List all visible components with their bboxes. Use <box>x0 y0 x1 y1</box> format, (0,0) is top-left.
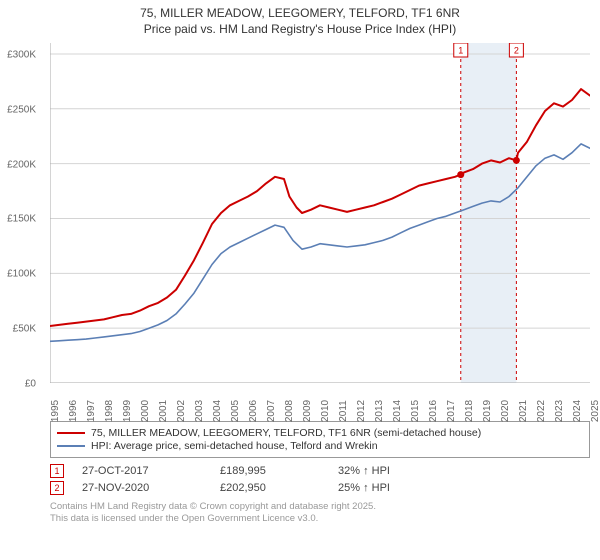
x-tick-label: 2012 <box>356 400 367 422</box>
footer-attribution: Contains HM Land Registry data © Crown c… <box>50 501 590 525</box>
x-tick-label: 1996 <box>68 400 79 422</box>
footer-line1: Contains HM Land Registry data © Crown c… <box>50 501 590 513</box>
y-axis: £0£50K£100K£150K£200K£250K£300K <box>0 44 38 384</box>
legend: 75, MILLER MEADOW, LEEGOMERY, TELFORD, T… <box>50 421 590 458</box>
x-axis: 1995199619971998199920002001200220032004… <box>50 383 590 417</box>
sale-date-2: 27-NOV-2020 <box>82 482 202 494</box>
x-tick-label: 2005 <box>230 400 241 422</box>
y-tick-label: £100K <box>7 269 36 280</box>
legend-label-property: 75, MILLER MEADOW, LEEGOMERY, TELFORD, T… <box>91 427 481 439</box>
x-tick-label: 2021 <box>518 400 529 422</box>
x-tick-label: 2013 <box>374 400 385 422</box>
y-tick-label: £0 <box>25 379 36 390</box>
x-tick-label: 2023 <box>554 400 565 422</box>
sale-marker-1: 1 <box>50 464 64 478</box>
x-tick-label: 2024 <box>572 400 583 422</box>
x-tick-label: 2016 <box>428 400 439 422</box>
x-tick-label: 1998 <box>104 400 115 422</box>
legend-item-property: 75, MILLER MEADOW, LEEGOMERY, TELFORD, T… <box>57 427 583 439</box>
sale-vs-hpi-2: 25% ↑ HPI <box>338 482 390 494</box>
x-tick-label: 2009 <box>302 400 313 422</box>
x-tick-label: 2002 <box>176 400 187 422</box>
x-tick-label: 2003 <box>194 400 205 422</box>
svg-text:1: 1 <box>458 46 463 56</box>
x-tick-label: 2006 <box>248 400 259 422</box>
x-tick-label: 2007 <box>266 400 277 422</box>
x-tick-label: 2020 <box>500 400 511 422</box>
legend-swatch-property <box>57 432 85 434</box>
x-tick-label: 2010 <box>320 400 331 422</box>
sale-price-2: £202,950 <box>220 482 320 494</box>
x-tick-label: 2004 <box>212 400 223 422</box>
chart-title: 75, MILLER MEADOW, LEEGOMERY, TELFORD, T… <box>10 6 590 37</box>
x-tick-label: 1995 <box>50 400 61 422</box>
chart-container: 75, MILLER MEADOW, LEEGOMERY, TELFORD, T… <box>0 0 600 560</box>
x-tick-label: 2019 <box>482 400 493 422</box>
chart-svg: 12 <box>50 43 590 383</box>
legend-label-hpi: HPI: Average price, semi-detached house,… <box>91 440 378 452</box>
y-tick-label: £150K <box>7 214 36 225</box>
x-tick-label: 1999 <box>122 400 133 422</box>
sale-marker-2: 2 <box>50 481 64 495</box>
x-tick-label: 2008 <box>284 400 295 422</box>
plot-area: 12 <box>50 43 590 383</box>
sale-row-2: 2 27-NOV-2020 £202,950 25% ↑ HPI <box>50 481 590 495</box>
x-tick-label: 2014 <box>392 400 403 422</box>
title-subtitle: Price paid vs. HM Land Registry's House … <box>10 22 590 38</box>
legend-swatch-hpi <box>57 445 85 447</box>
x-tick-label: 2000 <box>140 400 151 422</box>
sale-price-1: £189,995 <box>220 465 320 477</box>
x-tick-label: 2022 <box>536 400 547 422</box>
footer-line2: This data is licensed under the Open Gov… <box>50 513 590 525</box>
x-tick-label: 2025 <box>590 400 600 422</box>
x-tick-label: 2011 <box>338 400 349 422</box>
x-tick-label: 2015 <box>410 400 421 422</box>
sales-table: 1 27-OCT-2017 £189,995 32% ↑ HPI 2 27-NO… <box>50 464 590 495</box>
svg-text:2: 2 <box>514 46 519 56</box>
x-tick-label: 2001 <box>158 400 169 422</box>
x-tick-label: 2018 <box>464 400 475 422</box>
x-tick-label: 1997 <box>86 400 97 422</box>
sale-date-1: 27-OCT-2017 <box>82 465 202 477</box>
y-tick-label: £300K <box>7 49 36 60</box>
y-tick-label: £200K <box>7 159 36 170</box>
x-tick-label: 2017 <box>446 400 457 422</box>
legend-item-hpi: HPI: Average price, semi-detached house,… <box>57 440 583 452</box>
y-tick-label: £50K <box>13 324 36 335</box>
sale-vs-hpi-1: 32% ↑ HPI <box>338 465 390 477</box>
title-address: 75, MILLER MEADOW, LEEGOMERY, TELFORD, T… <box>10 6 590 22</box>
y-tick-label: £250K <box>7 104 36 115</box>
sale-row-1: 1 27-OCT-2017 £189,995 32% ↑ HPI <box>50 464 590 478</box>
